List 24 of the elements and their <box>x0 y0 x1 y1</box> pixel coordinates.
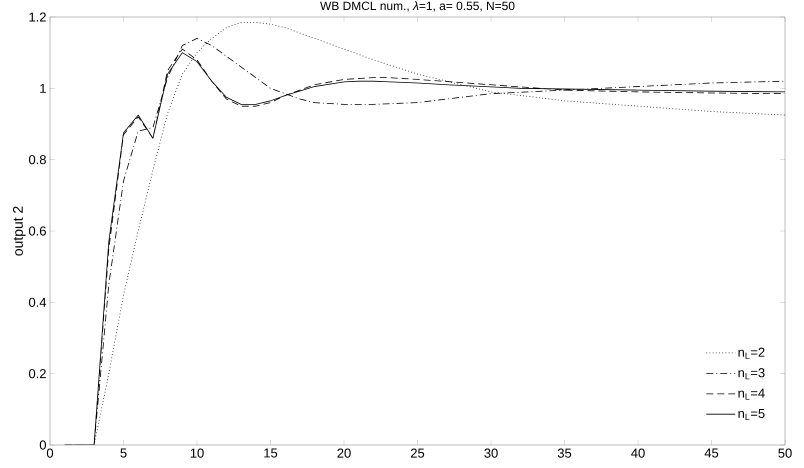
y-tick-label: 1 <box>40 84 46 93</box>
x-tick-label: 30 <box>484 448 498 458</box>
x-tick-label: 45 <box>704 448 718 458</box>
y-tick-label: 0.6 <box>28 226 46 236</box>
x-tick-label: 35 <box>558 448 572 458</box>
x-tick-label: 20 <box>337 448 351 458</box>
chart-title: WB DMCL num., λ=1, a= 0.55, N=50 <box>320 1 514 12</box>
y-tick-label: 1.2 <box>29 12 46 22</box>
legend-label: n$_{L}$=3 <box>738 368 765 380</box>
x-tick-label: 40 <box>631 448 645 458</box>
x-tick-label: 15 <box>264 448 278 458</box>
x-tick-label: 25 <box>410 448 424 458</box>
x-tick-label: 10 <box>190 448 204 458</box>
y-axis-title: output 2 <box>12 206 26 256</box>
y-tick-label: 0.2 <box>28 369 46 378</box>
legend-label: n$_{L}$=2 <box>738 348 764 359</box>
legend-label: n$_{L}$=5 <box>738 409 765 420</box>
legend-label: n$_{L}$=4 <box>738 388 765 400</box>
x-tick-label: 5 <box>120 448 127 458</box>
y-tick-label: 0.8 <box>28 155 46 164</box>
x-tick-label: 0 <box>46 448 54 458</box>
x-tick-label: 50 <box>778 448 792 458</box>
y-tick-label: 0 <box>40 440 46 450</box>
y-tick-label: 0.4 <box>28 298 46 307</box>
